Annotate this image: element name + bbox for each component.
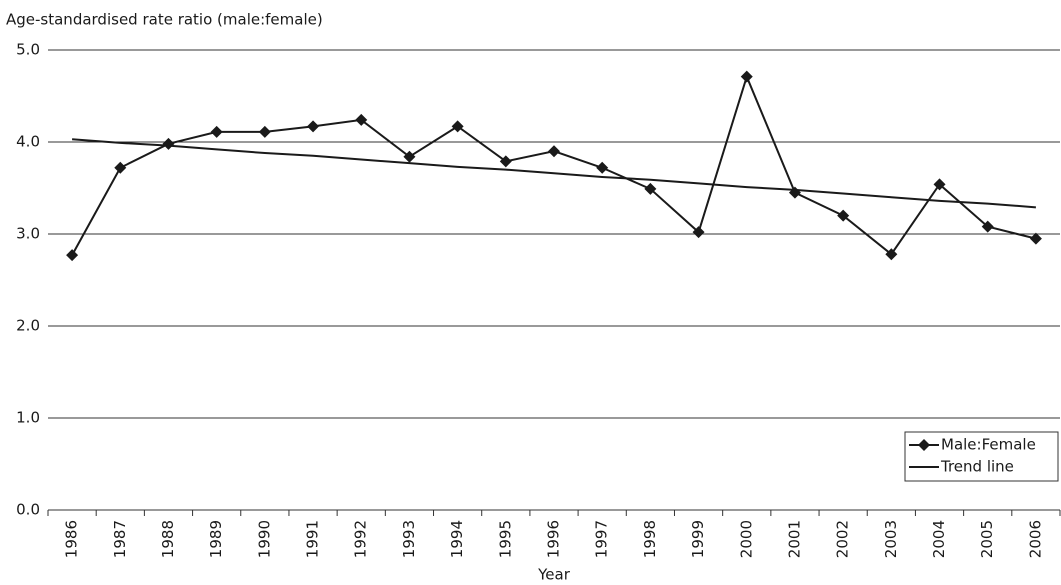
x-tick-label: 1993 <box>400 520 418 558</box>
x-tick-label: 2000 <box>737 520 755 558</box>
x-tick-label: 2006 <box>1026 520 1044 558</box>
data-point <box>66 249 79 262</box>
y-tick-label: 2.0 <box>16 317 40 335</box>
x-tick-label: 1994 <box>448 520 466 558</box>
x-tick-label: 2005 <box>978 520 996 558</box>
data-point <box>258 125 271 138</box>
data-point <box>933 178 946 191</box>
y-tick-label: 0.0 <box>16 501 40 519</box>
x-tick-label: 2001 <box>785 520 803 558</box>
y-tick-label: 3.0 <box>16 225 40 243</box>
data-point <box>596 161 609 174</box>
y-tick-label: 5.0 <box>16 41 40 59</box>
x-tick-label: 1987 <box>111 520 129 558</box>
x-tick-label: 2003 <box>882 520 900 558</box>
data-point <box>355 113 368 126</box>
x-tick-label: 1991 <box>304 520 322 558</box>
data-point <box>788 186 801 199</box>
y-tick-label: 4.0 <box>16 133 40 151</box>
x-tick-label: 1988 <box>159 520 177 558</box>
x-tick-label: 1997 <box>593 520 611 558</box>
data-point <box>981 220 994 233</box>
x-tick-label: 1999 <box>689 520 707 558</box>
x-tick-label: 1986 <box>63 520 81 558</box>
data-point <box>1029 232 1042 245</box>
legend-label: Trend line <box>940 458 1014 476</box>
y-tick-label: 1.0 <box>16 409 40 427</box>
x-tick-label: 1996 <box>545 520 563 558</box>
data-point <box>114 161 127 174</box>
data-point <box>548 145 560 158</box>
data-point <box>644 182 657 195</box>
data-point <box>885 248 898 261</box>
x-tick-label: 2002 <box>834 520 852 558</box>
data-point <box>499 155 512 168</box>
x-tick-label: 1998 <box>641 520 659 558</box>
x-tick-label: 1990 <box>255 520 273 558</box>
data-point <box>403 150 416 163</box>
x-tick-label: 1989 <box>207 520 225 558</box>
y-axis-title: Age-standardised rate ratio (male:female… <box>6 11 323 29</box>
data-point <box>837 209 850 222</box>
legend-marker <box>918 439 930 451</box>
series-line <box>72 138 1036 209</box>
x-tick-label: 2004 <box>930 520 948 558</box>
data-point <box>210 125 223 138</box>
x-tick-label: 1992 <box>352 520 370 558</box>
data-point <box>451 120 464 133</box>
series-line <box>71 73 1037 256</box>
data-point <box>692 226 705 239</box>
legend-box <box>904 431 1059 482</box>
data-point <box>307 120 320 133</box>
legend-label: Male:Female <box>941 436 1036 454</box>
data-point <box>162 137 175 150</box>
x-axis-title: Year <box>537 566 571 584</box>
x-tick-label: 1995 <box>496 520 514 558</box>
data-point <box>740 70 753 83</box>
